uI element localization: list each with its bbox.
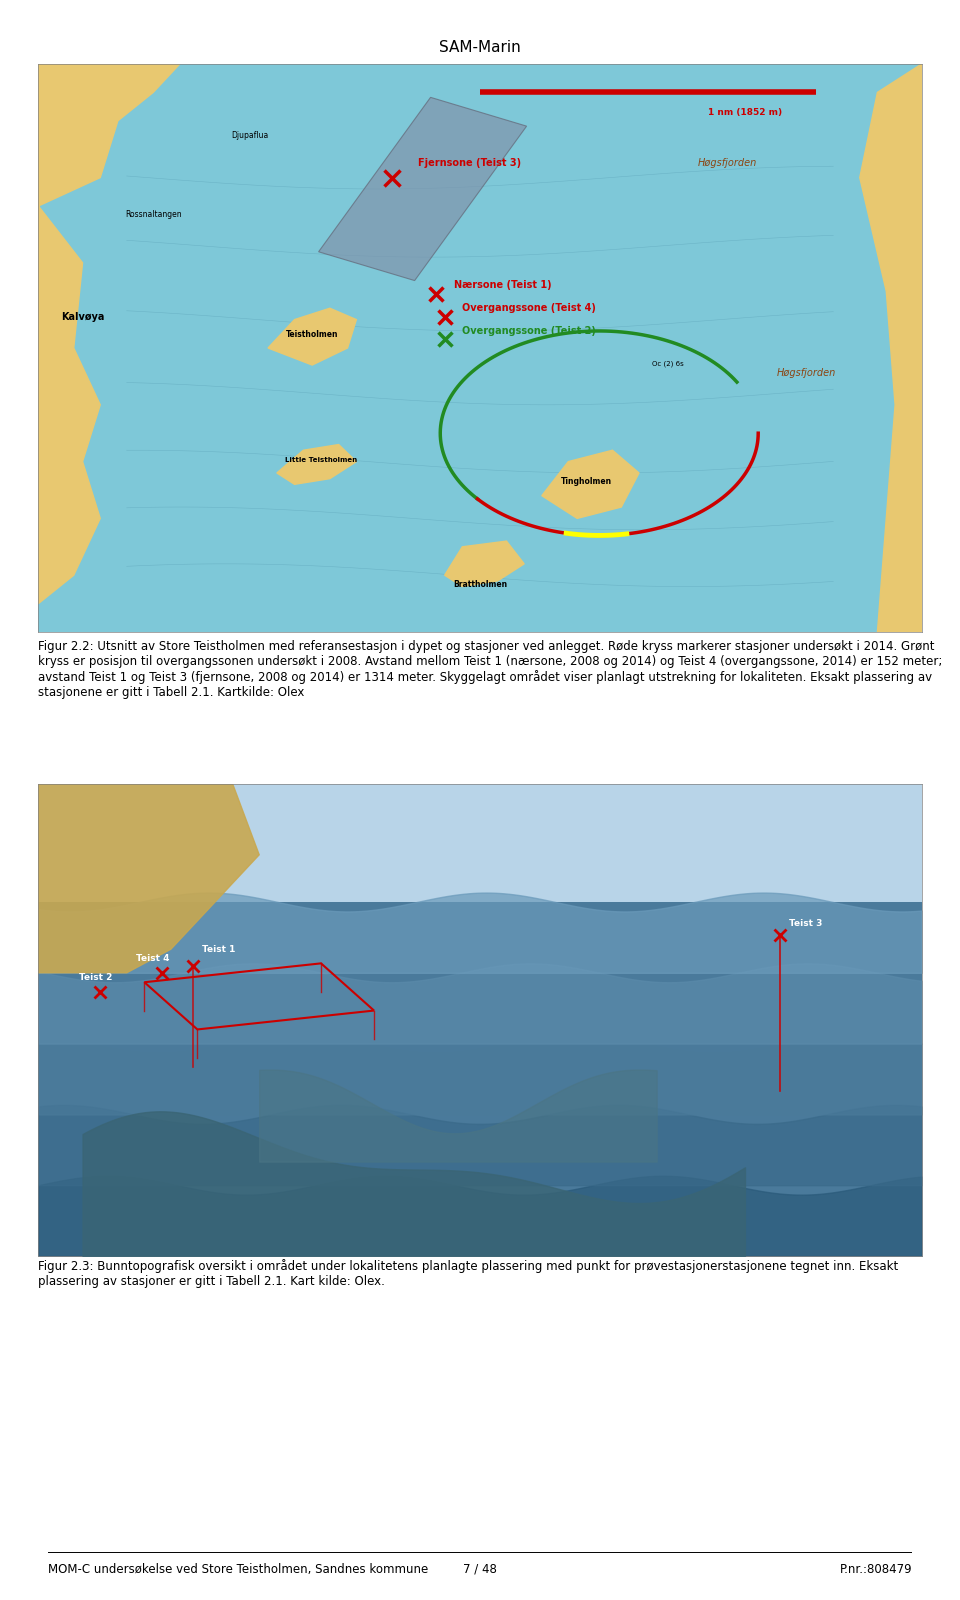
Text: Overgangssone (Teist 4): Overgangssone (Teist 4) xyxy=(463,302,596,314)
Polygon shape xyxy=(860,64,922,632)
Text: Høgsfjorden: Høgsfjorden xyxy=(778,368,836,379)
Polygon shape xyxy=(268,309,356,365)
Text: Figur 2.2: Utsnitt av Store Teistholmen med referansestasjon i dypet og stasjone: Figur 2.2: Utsnitt av Store Teistholmen … xyxy=(38,640,943,699)
Polygon shape xyxy=(444,541,524,587)
Text: MOM-C undersøkelse ved Store Teistholmen, Sandnes kommune: MOM-C undersøkelse ved Store Teistholmen… xyxy=(48,1563,428,1576)
Text: Teist 4: Teist 4 xyxy=(136,954,170,963)
Polygon shape xyxy=(276,445,356,485)
Text: Little Teistholmen: Little Teistholmen xyxy=(285,456,357,462)
Text: P.nr.:808479: P.nr.:808479 xyxy=(839,1563,912,1576)
Text: Oc (2) 6s: Oc (2) 6s xyxy=(652,360,684,366)
Text: Overgangssone (Teist 2): Overgangssone (Teist 2) xyxy=(463,326,596,336)
Text: SAM-Marin: SAM-Marin xyxy=(439,40,521,54)
Polygon shape xyxy=(38,784,259,973)
Text: Djupaflua: Djupaflua xyxy=(231,131,269,139)
Text: Nærsone (Teist 1): Nærsone (Teist 1) xyxy=(453,280,551,290)
Text: Tingholmen: Tingholmen xyxy=(561,477,612,486)
Text: Teistholmen: Teistholmen xyxy=(286,330,339,339)
Polygon shape xyxy=(319,98,527,280)
Text: 7 / 48: 7 / 48 xyxy=(463,1563,497,1576)
Text: Teist 2: Teist 2 xyxy=(79,973,112,982)
Text: Fjernsone (Teist 3): Fjernsone (Teist 3) xyxy=(419,158,521,168)
Text: Figur 2.3: Bunntopografisk oversikt i området under lokalitetens planlagte plass: Figur 2.3: Bunntopografisk oversikt i om… xyxy=(38,1259,899,1288)
Polygon shape xyxy=(38,784,922,902)
Text: 1 nm (1852 m): 1 nm (1852 m) xyxy=(708,109,782,117)
Text: Kalvøya: Kalvøya xyxy=(60,312,105,322)
Text: Teist 1: Teist 1 xyxy=(202,944,235,954)
Polygon shape xyxy=(38,64,109,206)
Text: Høgsfjorden: Høgsfjorden xyxy=(698,158,756,168)
Text: Teist 3: Teist 3 xyxy=(789,918,823,928)
Polygon shape xyxy=(541,450,639,518)
Text: Rossnaltangen: Rossnaltangen xyxy=(125,210,181,219)
Text: Brattholmen: Brattholmen xyxy=(453,579,507,589)
Polygon shape xyxy=(38,64,180,603)
